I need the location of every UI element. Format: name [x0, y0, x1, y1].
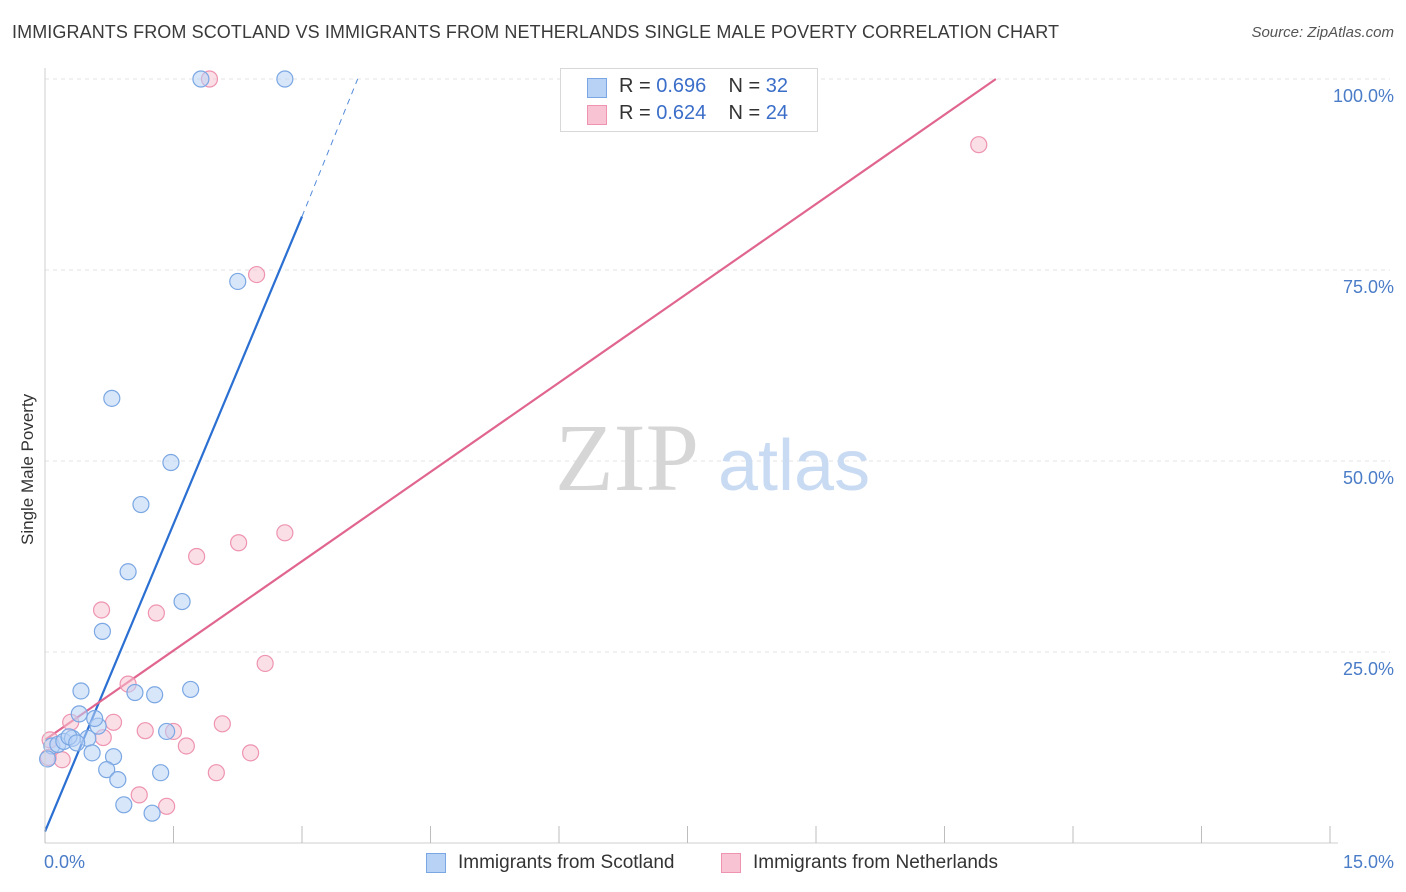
point-scotland [192, 70, 210, 88]
trend-line-netherlands [44, 78, 997, 741]
point-scotland [152, 764, 170, 782]
point-scotland [68, 734, 86, 752]
point-netherlands [242, 744, 260, 762]
y-tick-label: 100.0% [1332, 86, 1394, 106]
point-scotland [276, 70, 294, 88]
x-tick-label-min: 0.0% [44, 852, 86, 872]
series-label-netherlands: Immigrants from Netherlands [753, 852, 998, 873]
series-swatch-netherlands [721, 853, 741, 873]
legend-text-scotland: R = 0.696 N = 32 [619, 75, 789, 97]
point-scotland [109, 770, 127, 789]
data-points [38, 70, 988, 822]
trend-line-scotland-extrapolated [301, 78, 359, 217]
point-scotland [143, 804, 161, 822]
point-scotland [158, 722, 176, 741]
point-netherlands [177, 737, 195, 755]
point-netherlands [136, 722, 154, 740]
y-tick-label: 75.0% [1342, 277, 1394, 297]
point-scotland [93, 622, 111, 640]
point-scotland [229, 272, 247, 291]
point-scotland [38, 750, 57, 768]
point-scotland [132, 495, 150, 514]
point-netherlands [230, 534, 248, 552]
point-scotland [103, 389, 121, 407]
point-netherlands [188, 547, 206, 566]
point-netherlands [104, 713, 123, 731]
chart-title: IMMIGRANTS FROM SCOTLAND VS IMMIGRANTS F… [12, 22, 1060, 42]
point-netherlands [970, 136, 988, 154]
point-scotland [119, 563, 137, 581]
point-scotland [98, 761, 116, 779]
point-netherlands [92, 601, 111, 619]
y-axis-label: Single Male Poverty [18, 393, 37, 545]
point-netherlands [256, 654, 274, 673]
point-scotland [162, 453, 180, 472]
legend-swatch-scotland [587, 78, 607, 98]
watermark-zip: ZIP [555, 404, 699, 511]
trend-lines [43, 78, 997, 832]
axes-layer [44, 68, 1338, 844]
watermark: ZIP atlas [555, 404, 870, 511]
y-tick-label: 50.0% [1342, 468, 1394, 488]
point-scotland [182, 680, 200, 699]
x-tick-label-max: 15.0% [1342, 852, 1394, 872]
point-netherlands [213, 715, 231, 733]
series-swatch-scotland [426, 853, 446, 873]
watermark-atlas: atlas [718, 426, 870, 506]
grid-layer [45, 78, 1390, 653]
point-netherlands [276, 524, 294, 542]
legend-text-netherlands: R = 0.624 N = 24 [619, 102, 789, 124]
point-scotland [173, 592, 191, 611]
point-netherlands [53, 751, 71, 769]
trend-line-scotland [43, 216, 304, 832]
point-netherlands [247, 265, 266, 284]
y-tick-label: 25.0% [1342, 659, 1394, 679]
point-scotland [126, 683, 144, 702]
point-netherlands [158, 797, 176, 815]
legend-swatch-netherlands [587, 105, 607, 125]
correlation-legend: R = 0.696 N = 32 R = 0.624 N = 24 [560, 68, 818, 132]
point-netherlands [130, 786, 148, 804]
point-scotland [72, 682, 90, 700]
source-label: Source: ZipAtlas.com [1251, 24, 1394, 41]
point-scotland [115, 796, 133, 814]
point-scotland [70, 705, 88, 723]
series-label-scotland: Immigrants from Scotland [458, 852, 675, 873]
point-scotland [83, 744, 101, 762]
point-netherlands [207, 764, 225, 782]
point-scotland [146, 686, 164, 704]
point-netherlands [147, 604, 165, 622]
point-scotland [86, 709, 104, 728]
